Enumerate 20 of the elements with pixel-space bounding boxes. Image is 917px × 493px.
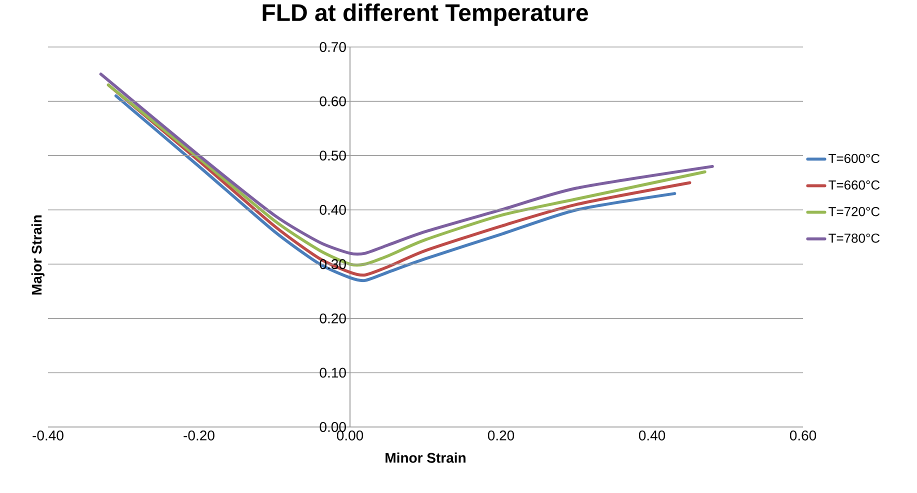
- legend-label: T=720°C: [828, 206, 880, 216]
- y-axis-title: Major Strain: [31, 215, 44, 295]
- x-tick-label: 0.20: [488, 430, 514, 440]
- x-tick-label: 0.00: [336, 430, 364, 440]
- y-tick-label: 0.40: [320, 204, 346, 215]
- legend-label: T=780°C: [828, 234, 880, 243]
- y-tick-label: 0.60: [320, 96, 346, 106]
- y-tick-label: 0.70: [320, 42, 346, 52]
- y-tick-label: 0.00: [320, 422, 346, 432]
- x-tick-label: 0.40: [638, 430, 666, 440]
- x-axis-title: Minor Strain: [386, 452, 466, 463]
- y-tick-label: 0.50: [320, 150, 346, 161]
- y-tick-label: 0.10: [320, 368, 346, 378]
- x-tick-label: -0.40: [32, 430, 64, 440]
- y-tick-label: 0.20: [320, 313, 346, 324]
- legend-label: T=600°C: [828, 154, 880, 164]
- chart-title: FLD at different Temperature: [262, 4, 588, 26]
- x-tick-label: 0.60: [790, 430, 816, 440]
- x-tick-label: -0.20: [184, 430, 214, 440]
- legend-label: T=660°C: [828, 180, 880, 190]
